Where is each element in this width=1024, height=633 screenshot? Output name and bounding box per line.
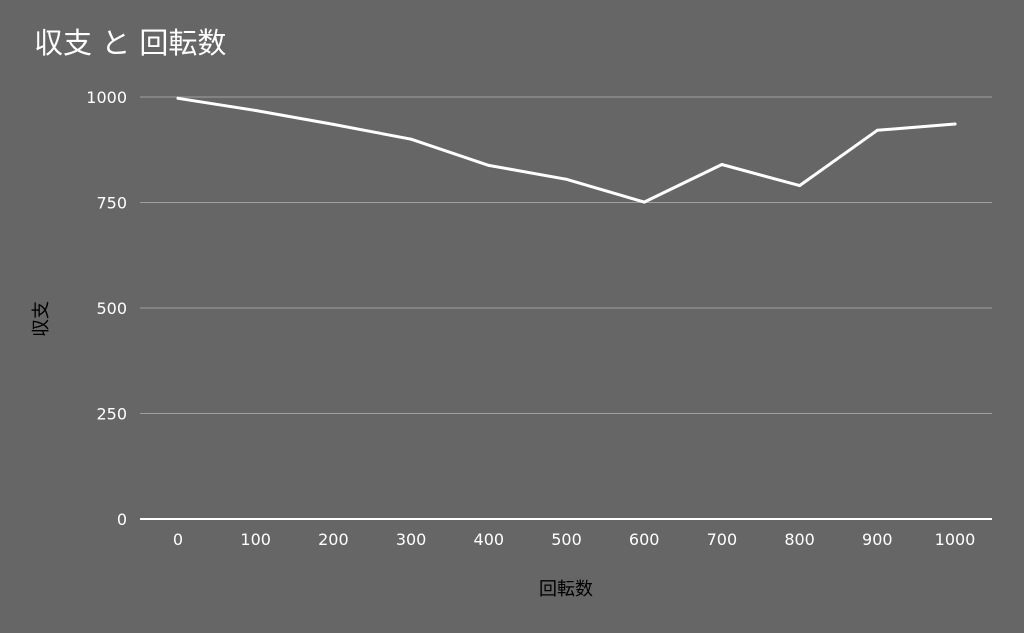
y-tick-label: 500 [96, 299, 127, 318]
x-tick-label: 300 [396, 530, 427, 549]
x-tick-label: 600 [629, 530, 660, 549]
data-point [953, 122, 957, 126]
chart-title: 収支 と 回転数 [34, 26, 227, 60]
data-point [331, 122, 335, 126]
y-tick-label: 1000 [86, 88, 127, 107]
x-tick-label: 400 [474, 530, 505, 549]
y-tick-label: 0 [117, 510, 127, 529]
x-axis-title: 回転数 [539, 579, 593, 600]
data-point [875, 128, 879, 132]
y-tick-label: 250 [96, 405, 127, 424]
x-tick-label: 100 [240, 530, 271, 549]
x-tick-label: 200 [318, 530, 349, 549]
x-tick-label: 0 [173, 530, 183, 549]
x-tick-label: 800 [784, 530, 815, 549]
x-axis-ticks: 0 100 200 300 400 500 600 700 800 900 1000 [173, 530, 975, 549]
series-line [176, 96, 957, 204]
grid-lines [140, 96, 992, 520]
data-point [565, 177, 568, 181]
y-axis-ticks: 0 250 500 750 1000 [86, 88, 127, 529]
y-axis-title: 収支 [31, 301, 52, 337]
data-point [409, 137, 413, 141]
x-tick-label: 700 [707, 530, 738, 549]
data-point [798, 184, 802, 188]
data-point [254, 109, 258, 113]
data-point [176, 96, 180, 100]
series-layer [176, 96, 957, 204]
data-point [487, 163, 491, 167]
x-tick-label: 500 [551, 530, 582, 549]
data-point [642, 200, 646, 204]
y-tick-label: 750 [96, 194, 127, 213]
x-tick-label: 1000 [935, 530, 976, 549]
x-tick-label: 900 [862, 530, 893, 549]
data-point [720, 163, 724, 167]
